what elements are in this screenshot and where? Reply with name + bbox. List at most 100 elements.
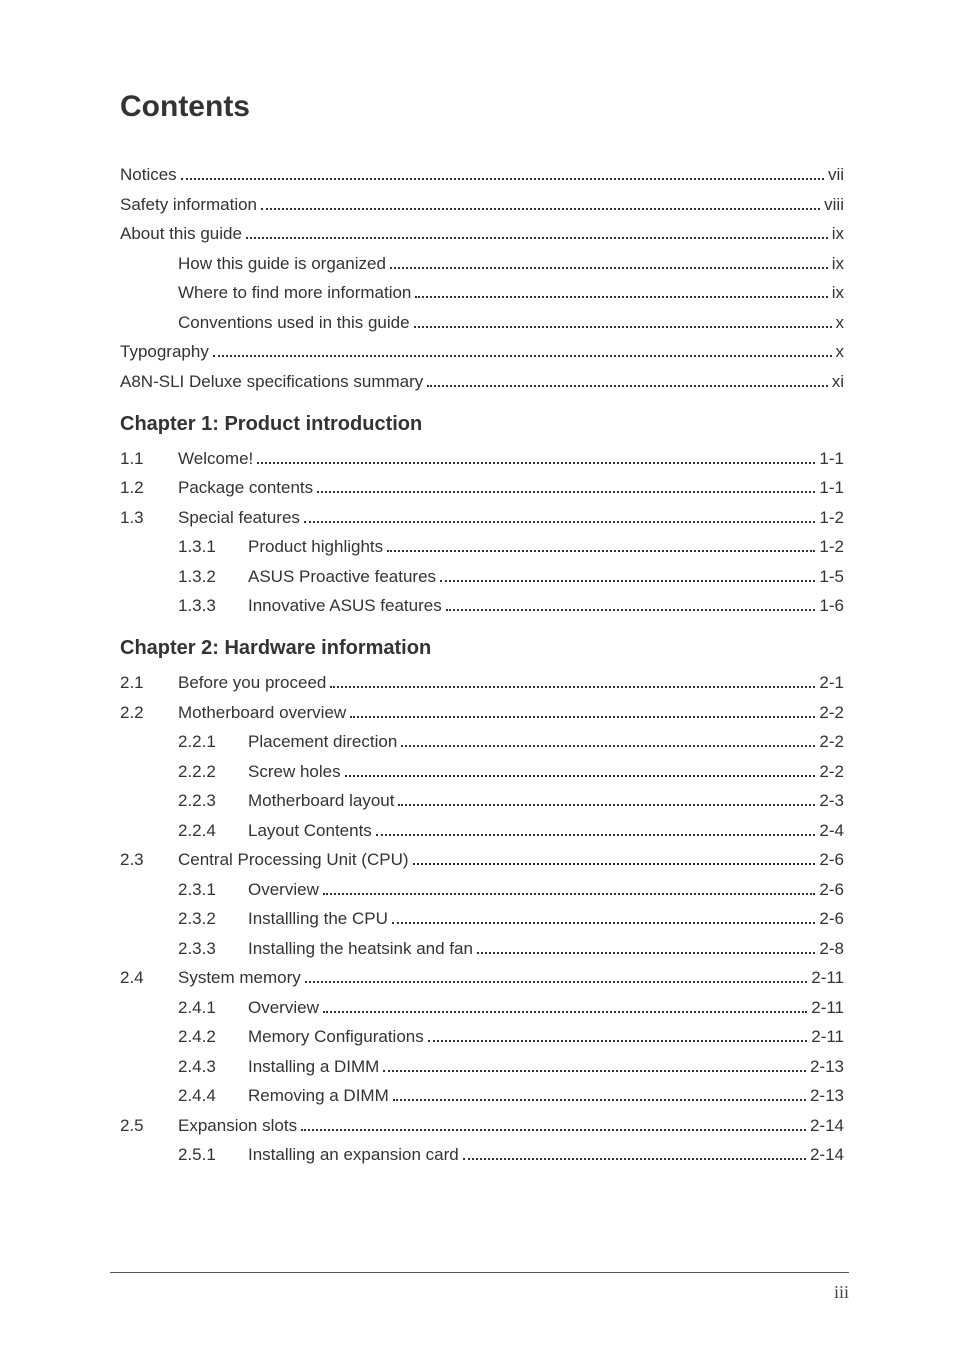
toc-subsection-number: 2.4.4 [178, 1087, 248, 1104]
toc-leader-dots [446, 601, 816, 611]
toc-label: Special features [178, 509, 300, 526]
toc-leader-dots [330, 678, 815, 688]
toc-page: ix [832, 284, 844, 301]
toc-row: Safety information viii [120, 196, 844, 214]
toc-leader-dots [345, 766, 816, 776]
toc-leader-dots [304, 512, 816, 522]
toc-leader-dots [323, 884, 816, 894]
toc-page: 1-2 [819, 509, 844, 526]
toc-row: 2.3.1Overview 2-6 [120, 881, 844, 899]
toc-row: 2.4System memory 2-11 [120, 969, 844, 987]
toc-subsection-number: 2.3.3 [178, 940, 248, 957]
toc-row: 2.4.1Overview 2-11 [120, 999, 844, 1017]
toc-leader-dots [414, 317, 832, 327]
toc-leader-dots [393, 1091, 806, 1101]
toc-page: 2-6 [819, 881, 844, 898]
toc-label: Installling the CPU [248, 910, 388, 927]
toc-label: Installing an expansion card [248, 1146, 459, 1163]
toc-leader-dots [213, 347, 832, 357]
toc-page: 2-2 [819, 763, 844, 780]
toc-label: Installing a DIMM [248, 1058, 379, 1075]
toc-leader-dots [427, 376, 827, 386]
toc-leader-dots [415, 288, 827, 298]
toc-label: Before you proceed [178, 674, 326, 691]
toc-label: Motherboard layout [248, 792, 394, 809]
toc-page: 2-2 [819, 704, 844, 721]
toc-row: 2.5.1Installing an expansion card 2-14 [120, 1146, 844, 1164]
toc-leader-dots [323, 1002, 807, 1012]
toc-leader-dots [390, 258, 828, 268]
toc-page: 2-8 [819, 940, 844, 957]
toc-label: Placement direction [248, 733, 397, 750]
toc-leader-dots [181, 170, 824, 180]
toc-subsection-number: 2.3.1 [178, 881, 248, 898]
toc-leader-dots [401, 737, 815, 747]
toc-page: 2-14 [810, 1117, 844, 1134]
toc-label: About this guide [120, 225, 242, 242]
toc-leader-dots [428, 1032, 807, 1042]
chapter-heading: Chapter 1: Product introduction [120, 413, 844, 436]
toc-leader-dots [440, 571, 815, 581]
toc-label: Layout Contents [248, 822, 372, 839]
toc-subsection-number: 2.4.2 [178, 1028, 248, 1045]
toc-page: viii [824, 196, 844, 213]
toc-row: Where to find more information ix [120, 284, 844, 302]
toc-label: Product highlights [248, 538, 383, 555]
toc-label: Installing the heatsink and fan [248, 940, 473, 957]
toc-row: About this guide ix [120, 225, 844, 243]
toc-page: 1-6 [819, 597, 844, 614]
toc-section-number: 1.1 [120, 450, 178, 467]
toc-subsection-number: 1.3.3 [178, 597, 248, 614]
toc-page: 1-5 [819, 568, 844, 585]
toc-page: 2-6 [819, 910, 844, 927]
toc-row: 2.2.4Layout Contents 2-4 [120, 822, 844, 840]
toc-subsection-number: 2.4.1 [178, 999, 248, 1016]
toc-leader-dots [350, 707, 815, 717]
toc-row: 1.3.2ASUS Proactive features 1-5 [120, 568, 844, 586]
toc-page: 2-11 [811, 999, 844, 1016]
toc-row: 2.5Expansion slots 2-14 [120, 1117, 844, 1135]
toc-page: 1-1 [819, 450, 844, 467]
toc-section-number: 2.5 [120, 1117, 178, 1134]
toc-page: xi [832, 373, 844, 390]
toc-label: Notices [120, 166, 177, 183]
toc-leader-dots [477, 943, 815, 953]
toc-container: Notices vii Safety information viii About … [120, 166, 844, 1164]
toc-leader-dots [317, 483, 815, 493]
toc-leader-dots [301, 1120, 806, 1130]
toc-row: 2.2.3Motherboard layout 2-3 [120, 792, 844, 810]
toc-label: Package contents [178, 479, 313, 496]
toc-subsection-number: 2.2.1 [178, 733, 248, 750]
toc-page: 2-11 [811, 1028, 844, 1045]
toc-page: 2-3 [819, 792, 844, 809]
toc-page: 2-11 [811, 969, 844, 986]
toc-label: Central Processing Unit (CPU) [178, 851, 409, 868]
toc-leader-dots [257, 453, 815, 463]
toc-leader-dots [246, 229, 828, 239]
toc-label: Motherboard overview [178, 704, 346, 721]
toc-row: 2.3Central Processing Unit (CPU) 2-6 [120, 851, 844, 869]
toc-page: ix [832, 225, 844, 242]
toc-leader-dots [463, 1150, 806, 1160]
toc-row: Notices vii [120, 166, 844, 184]
toc-row: A8N-SLI Deluxe specifications summary xi [120, 373, 844, 391]
page-number: iii [834, 1282, 849, 1303]
toc-row: 2.3.2Installling the CPU 2-6 [120, 910, 844, 928]
page-title: Contents [120, 90, 844, 124]
toc-row: 2.2.1Placement direction 2-2 [120, 733, 844, 751]
toc-row: 2.4.3Installing a DIMM 2-13 [120, 1058, 844, 1076]
toc-page: vii [828, 166, 844, 183]
toc-row: 2.1Before you proceed 2-1 [120, 674, 844, 692]
toc-label: Memory Configurations [248, 1028, 424, 1045]
toc-leader-dots [376, 825, 816, 835]
toc-row: How this guide is organized ix [120, 255, 844, 273]
toc-page: 2-13 [810, 1087, 844, 1104]
toc-section-number: 2.1 [120, 674, 178, 691]
toc-row: 2.2Motherboard overview 2-2 [120, 704, 844, 722]
toc-page: ix [832, 255, 844, 272]
toc-row: Typography x [120, 343, 844, 361]
toc-subsection-number: 1.3.2 [178, 568, 248, 585]
toc-label: Welcome! [178, 450, 253, 467]
toc-leader-dots [305, 973, 807, 983]
toc-row: Conventions used in this guide x [120, 314, 844, 332]
